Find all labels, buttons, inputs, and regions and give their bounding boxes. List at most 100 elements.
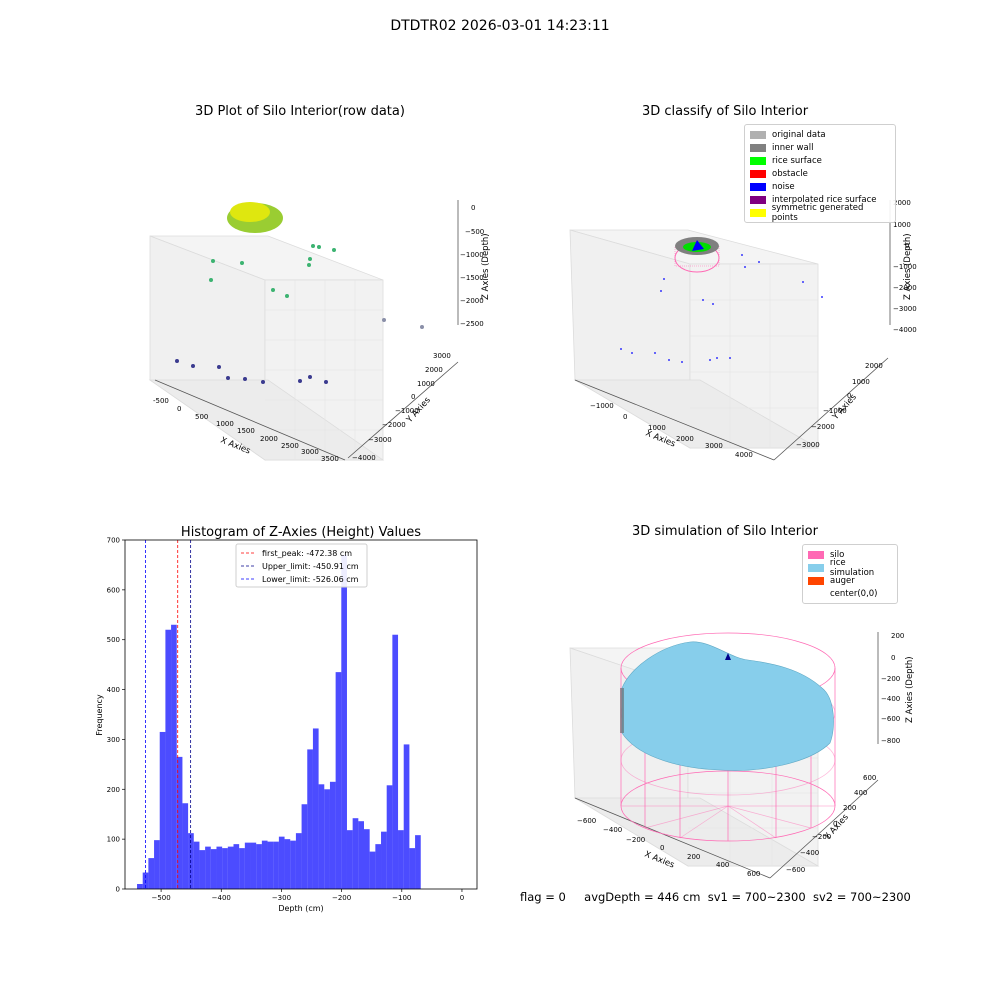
classify-x-tick: 4000 xyxy=(735,451,753,459)
legend-item-center: center(0,0) xyxy=(808,587,892,600)
histogram-bars xyxy=(137,554,421,889)
legend-label: first_peak: -472.38 cm xyxy=(262,549,352,558)
legend-swatch xyxy=(750,130,766,139)
legend-swatch xyxy=(750,195,766,204)
raw-z-tick: −1500 xyxy=(460,274,484,282)
histogram-bar xyxy=(352,818,359,889)
simulation-panel-title: 3D simulation of Silo Interior xyxy=(632,524,818,539)
histogram-bar xyxy=(222,848,228,889)
legend-item-noise: noise xyxy=(750,180,890,193)
histogram-bar xyxy=(199,850,206,889)
histogram-bar xyxy=(165,629,172,889)
raw-z-tick: −2000 xyxy=(460,297,484,305)
classify-y-tick: 0 xyxy=(847,392,851,400)
classify-z-tick: 1000 xyxy=(893,221,911,229)
sv2-text: sv2 = 700~2300 xyxy=(812,890,911,904)
classify-y-tick: −2000 xyxy=(811,423,835,431)
legend-label: rice simulation xyxy=(829,557,875,578)
histogram-bar xyxy=(335,672,342,889)
raw-y-tick: 1000 xyxy=(417,380,435,388)
histogram-bar xyxy=(176,756,183,889)
raw-x-tick: 1000 xyxy=(216,420,234,428)
classify-z-tick: 2000 xyxy=(893,199,911,207)
legend-label: obstacle xyxy=(772,168,808,179)
y-tick-label: 700 xyxy=(107,537,120,545)
classify-y-tick: 2000 xyxy=(865,362,883,370)
legend-label: rice surface xyxy=(772,155,822,166)
legend-item-rice-surface: rice surface xyxy=(750,154,890,167)
sim-x-tick: −400 xyxy=(603,826,622,834)
histogram-bar xyxy=(256,844,262,889)
raw-z-label: Z Axies (Depth) xyxy=(481,233,491,300)
histogram-bar xyxy=(205,846,211,889)
histogram-x-ticks: −500 −400 −300 −200 −100 0 xyxy=(151,889,464,902)
sim-z-tick: −600 xyxy=(881,715,900,723)
classify-z-tick: 0 xyxy=(905,242,909,250)
sim-y-tick: 0 xyxy=(833,820,837,828)
histogram-bar xyxy=(346,830,353,889)
raw-y-tick: 0 xyxy=(411,393,415,401)
legend-swatch xyxy=(750,143,766,152)
classify-z-tick: −3000 xyxy=(893,305,917,313)
y-tick-label: 100 xyxy=(107,836,120,844)
classify-z-tick: −2000 xyxy=(893,284,917,292)
legend-label: silo xyxy=(830,549,845,560)
histogram-bar xyxy=(216,846,223,889)
legend-item-obstacle: obstacle xyxy=(750,167,890,180)
sim-z-tick: 0 xyxy=(891,654,895,662)
raw-y-tick: −3000 xyxy=(368,436,392,444)
legend-swatch xyxy=(808,550,824,559)
histogram-y-label: Frequency xyxy=(95,694,104,736)
histogram-bar xyxy=(392,634,399,889)
histogram-bar xyxy=(301,804,308,889)
histogram-axes-frame xyxy=(124,539,478,890)
histogram-bar xyxy=(261,840,268,889)
classify-y-tick: −3000 xyxy=(796,441,820,449)
classify-x-tick: −1000 xyxy=(590,402,614,410)
histogram-bar xyxy=(329,781,336,889)
x-tick-label: 0 xyxy=(460,894,464,902)
histogram-bar xyxy=(375,844,382,889)
raw-3d-plot: -500 0 500 1000 1500 2000 2500 3000 3500… xyxy=(148,200,491,463)
legend-label: inner wall xyxy=(772,142,814,153)
legend-item-silo: silo xyxy=(808,548,892,561)
sim-y-tick: −200 xyxy=(812,833,831,841)
raw-x-tick: 3500 xyxy=(321,455,339,463)
raw-y-tick: −1000 xyxy=(395,407,419,415)
sim-x-tick: 0 xyxy=(660,844,664,852)
raw-x-tick: 2000 xyxy=(260,435,278,443)
histogram-bar xyxy=(381,831,387,889)
classify-z-tick: −1000 xyxy=(893,263,917,271)
histogram-reference-lines xyxy=(145,540,192,889)
raw-panel-title: 3D Plot of Silo Interior(row data) xyxy=(195,104,405,119)
sim-y-tick: 400 xyxy=(854,789,867,797)
histogram-bar xyxy=(267,841,274,889)
raw-x-tick: 2500 xyxy=(281,442,299,450)
raw-x-tick: 0 xyxy=(177,405,181,413)
histogram-bar xyxy=(363,829,370,889)
histogram-title: Histogram of Z-Axies (Height) Values xyxy=(181,525,421,540)
histogram-bar xyxy=(312,728,319,889)
x-tick-label: −300 xyxy=(272,894,291,902)
legend-swatch xyxy=(750,182,766,191)
classify-y-tick: 1000 xyxy=(852,378,870,386)
classify-x-tick: 3000 xyxy=(705,442,723,450)
histogram-x-label: Depth (cm) xyxy=(278,904,323,913)
histogram-bar xyxy=(341,554,347,889)
legend-swatch xyxy=(750,156,766,165)
legend-label: auger xyxy=(830,575,855,586)
raw-z-tick: −2500 xyxy=(460,320,484,328)
sim-x-tick: −200 xyxy=(626,836,645,844)
legend-label: Upper_limit: -450.91 cm xyxy=(262,562,359,571)
sim-z-tick: −400 xyxy=(881,695,900,703)
histogram-bar xyxy=(250,842,257,889)
raw-y-tick: −2000 xyxy=(382,421,406,429)
legend-swatch xyxy=(808,563,824,572)
legend-label: interpolated rice surface xyxy=(772,194,877,205)
histogram-bar xyxy=(318,784,325,889)
classify-z-label: Z Axies (Depth) xyxy=(903,233,913,300)
sim-y-tick: 200 xyxy=(843,804,856,812)
legend-swatch xyxy=(750,208,766,217)
x-tick-label: −200 xyxy=(332,894,351,902)
y-tick-label: 400 xyxy=(107,686,120,694)
